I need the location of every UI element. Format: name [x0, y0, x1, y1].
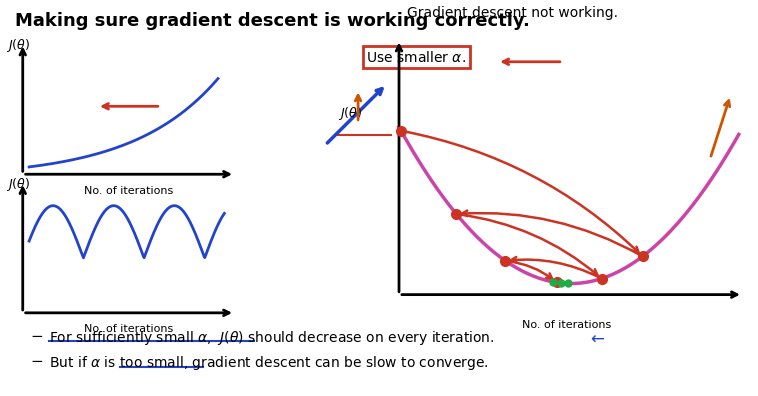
Text: $J(\theta)$: $J(\theta)$ — [6, 175, 30, 192]
Text: $\leftarrow$: $\leftarrow$ — [587, 329, 606, 346]
Text: $J(\theta)$: $J(\theta)$ — [337, 105, 362, 122]
Text: $J(\theta)$: $J(\theta)$ — [6, 37, 30, 54]
Text: But if $\alpha$ is too small, gradient descent can be slow to converge.: But if $\alpha$ is too small, gradient d… — [49, 354, 489, 372]
Text: Making sure gradient descent is working correctly.: Making sure gradient descent is working … — [15, 12, 530, 30]
Text: −: − — [30, 354, 43, 369]
Text: No. of iterations: No. of iterations — [84, 324, 174, 335]
Text: For sufficiently small $\alpha$,  $J(\theta)$ should decrease on every iteration: For sufficiently small $\alpha$, $J(\the… — [49, 329, 495, 346]
Text: Gradient descent not working.: Gradient descent not working. — [407, 6, 619, 21]
Text: No. of iterations: No. of iterations — [522, 320, 612, 330]
Text: No. of iterations: No. of iterations — [84, 186, 174, 196]
Text: Use smaller $\alpha$.: Use smaller $\alpha$. — [366, 50, 466, 65]
Text: −: − — [30, 329, 43, 344]
